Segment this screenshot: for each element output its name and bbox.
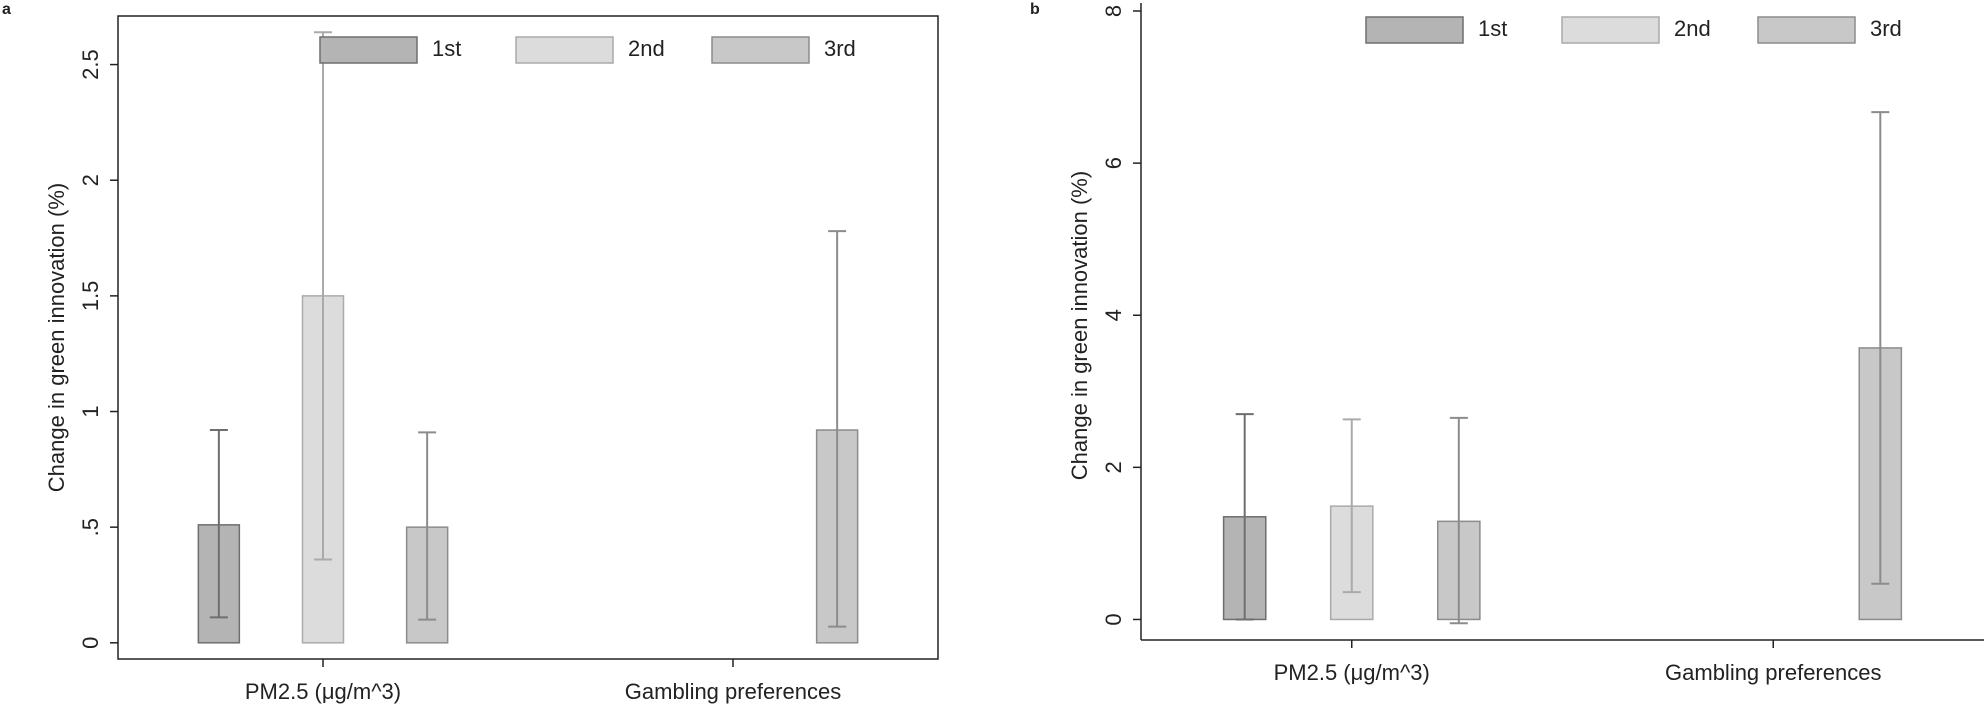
- y-tick-label: 1.5: [78, 281, 103, 312]
- legend-label: 1st: [432, 36, 461, 61]
- y-tick-label: 6: [1101, 157, 1126, 169]
- legend-label: 2nd: [628, 36, 665, 61]
- panel-label: b: [1030, 1, 1040, 18]
- y-axis-title: Change in green innovation (%): [44, 183, 69, 492]
- legend-label: 3rd: [824, 36, 856, 61]
- legend-swatch: [1561, 16, 1660, 44]
- panel-label: a: [2, 1, 11, 18]
- x-tick-label: Gambling preferences: [1665, 660, 1881, 685]
- y-tick-label: 1: [78, 405, 103, 417]
- legend-label: 2nd: [1674, 16, 1711, 41]
- x-tick-label: Gambling preferences: [625, 679, 841, 704]
- y-tick-label: 0: [1101, 613, 1126, 625]
- y-tick-label: 2: [78, 174, 103, 186]
- legend-swatch: [1365, 16, 1464, 44]
- legend-swatch: [711, 36, 810, 64]
- plot-frame: [117, 15, 939, 660]
- y-tick-label: .5: [78, 518, 103, 536]
- x-tick-label: PM2.5 (μg/m^3): [1274, 660, 1430, 685]
- legend-label: 3rd: [1870, 16, 1902, 41]
- legend-swatch: [515, 36, 614, 64]
- y-tick-label: 2: [1101, 461, 1126, 473]
- y-tick-label: 2.5: [78, 49, 103, 80]
- y-tick-label: 4: [1101, 309, 1126, 321]
- y-tick-label: 8: [1101, 5, 1126, 17]
- legend-swatch: [1757, 16, 1856, 44]
- x-tick-label: PM2.5 (μg/m^3): [245, 679, 401, 704]
- legend-swatch: [319, 36, 418, 64]
- y-axis-title: Change in green innovation (%): [1067, 171, 1092, 480]
- y-tick-label: 0: [78, 637, 103, 649]
- legend-label: 1st: [1478, 16, 1507, 41]
